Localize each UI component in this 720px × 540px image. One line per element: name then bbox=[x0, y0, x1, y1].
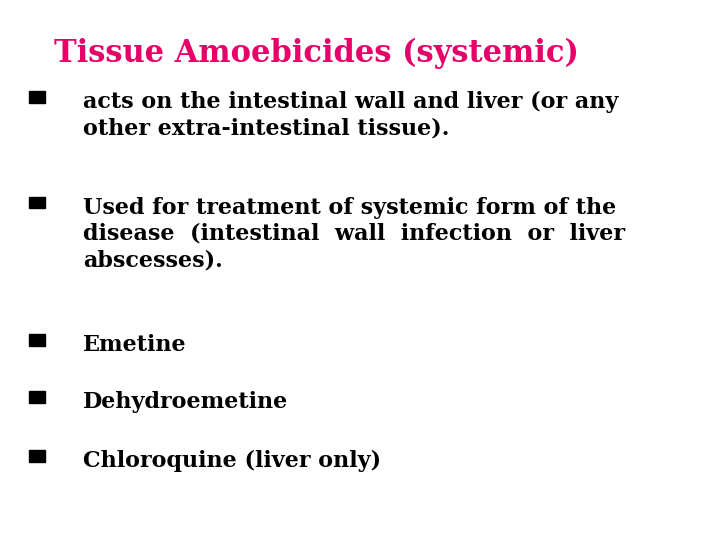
Text: Dehydroemetine: Dehydroemetine bbox=[83, 391, 288, 413]
Text: Emetine: Emetine bbox=[83, 334, 186, 356]
FancyBboxPatch shape bbox=[29, 334, 45, 346]
Text: Tissue Amoebicides (systemic): Tissue Amoebicides (systemic) bbox=[55, 38, 579, 69]
FancyBboxPatch shape bbox=[29, 391, 45, 403]
FancyBboxPatch shape bbox=[29, 91, 45, 103]
Text: acts on the intestinal wall and liver (or any
other extra-intestinal tissue).: acts on the intestinal wall and liver (o… bbox=[83, 91, 618, 140]
Text: Chloroquine (liver only): Chloroquine (liver only) bbox=[83, 450, 381, 472]
FancyBboxPatch shape bbox=[29, 450, 45, 462]
Text: Used for treatment of systemic form of the
disease  (intestinal  wall  infection: Used for treatment of systemic form of t… bbox=[83, 197, 625, 271]
FancyBboxPatch shape bbox=[29, 197, 45, 208]
